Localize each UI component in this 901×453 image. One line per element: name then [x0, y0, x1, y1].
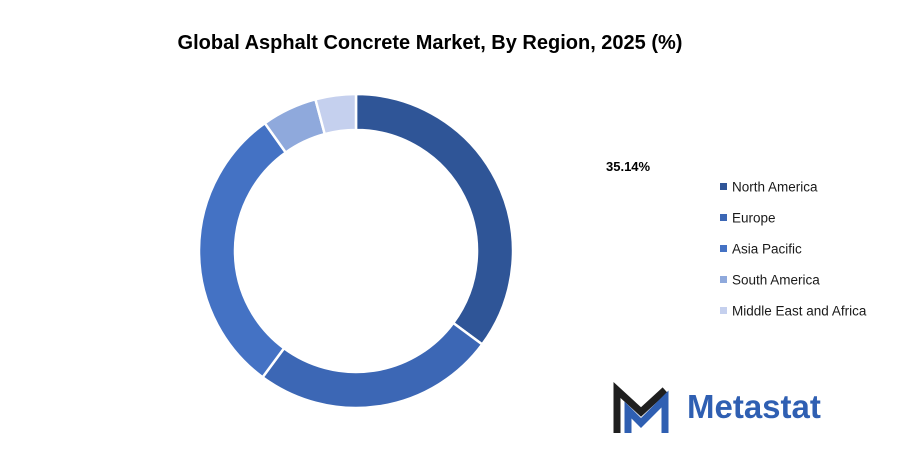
legend-label-europe: Europe: [732, 211, 776, 226]
legend-swatch-europe: [720, 214, 727, 221]
legend: North America Europe Asia Pacific South Ame…: [720, 180, 867, 319]
donut-slices: [197, 92, 515, 410]
metastat-m-icon: [613, 382, 669, 433]
legend-label-south-america: South America: [732, 273, 820, 288]
legend-swatch-asia-pacific: [720, 245, 727, 252]
data-labels: 35.14%: [606, 159, 651, 174]
donut-slice-asia-pacific: [197, 121, 288, 379]
metastat-logo: Metastat: [613, 382, 821, 433]
legend-swatch-south-america: [720, 276, 727, 283]
chart-title: Global Asphalt Concrete Market, By Regio…: [178, 32, 683, 54]
legend-label-asia-pacific: Asia Pacific: [732, 242, 802, 257]
metastat-wordmark: Metastat: [687, 388, 821, 425]
data-label-north-america: 35.14%: [606, 159, 651, 174]
legend-swatch-middle-east-and-africa: [720, 307, 727, 314]
legend-label-middle-east-and-africa: Middle East and Africa: [732, 304, 867, 319]
legend-swatch-north-america: [720, 183, 727, 190]
donut-slice-north-america: [354, 92, 515, 347]
donut-slice-europe: [260, 321, 484, 410]
legend-label-north-america: North America: [732, 180, 818, 195]
donut-slice-middle-east-and-africa: [313, 92, 358, 136]
